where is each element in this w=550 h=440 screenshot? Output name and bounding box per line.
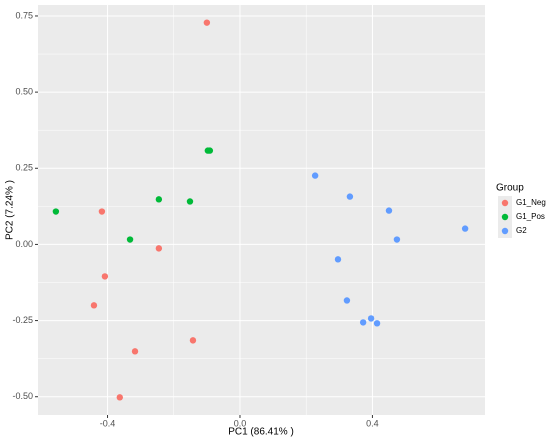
x-tick-label: -0.4 bbox=[100, 418, 116, 428]
legend-marker bbox=[501, 199, 509, 207]
y-tick-label: 0.25 bbox=[15, 163, 33, 173]
point bbox=[385, 207, 393, 214]
point bbox=[359, 319, 367, 326]
point bbox=[461, 225, 469, 232]
legend-label: G1_Pos bbox=[516, 212, 545, 221]
y-tick-label: 0.50 bbox=[15, 86, 33, 96]
point bbox=[189, 337, 197, 344]
y-tick-label: 0.75 bbox=[15, 10, 33, 20]
point bbox=[52, 208, 60, 215]
point bbox=[126, 236, 134, 243]
y-tick-label: -0.25 bbox=[12, 315, 33, 325]
point bbox=[203, 19, 211, 26]
point bbox=[90, 302, 98, 309]
point bbox=[343, 297, 351, 304]
y-axis-title: PC2 (7.24% ) bbox=[5, 180, 16, 240]
point bbox=[98, 208, 106, 215]
legend-label: G2 bbox=[516, 226, 527, 235]
point bbox=[116, 394, 123, 401]
point bbox=[155, 245, 163, 252]
legend-marker bbox=[501, 227, 509, 235]
point bbox=[334, 256, 342, 263]
point bbox=[155, 196, 163, 203]
point bbox=[393, 236, 401, 243]
point bbox=[131, 348, 139, 355]
x-axis-title: PC1 (86.41% ) bbox=[228, 427, 294, 438]
point bbox=[206, 147, 214, 154]
point bbox=[311, 172, 319, 179]
panel bbox=[38, 5, 485, 415]
point bbox=[346, 193, 354, 200]
point bbox=[367, 315, 375, 322]
y-tick-label: -0.50 bbox=[12, 391, 33, 401]
legend-marker bbox=[501, 213, 509, 221]
point bbox=[373, 320, 381, 327]
legend-label: G1_Neg bbox=[516, 198, 546, 207]
legend-title: Group bbox=[496, 183, 524, 194]
point bbox=[101, 273, 109, 280]
y-tick-label: 0.00 bbox=[15, 239, 33, 249]
point bbox=[186, 198, 194, 205]
x-tick-label: 0.4 bbox=[366, 418, 379, 428]
x-tick-label: 0.0 bbox=[234, 418, 247, 428]
